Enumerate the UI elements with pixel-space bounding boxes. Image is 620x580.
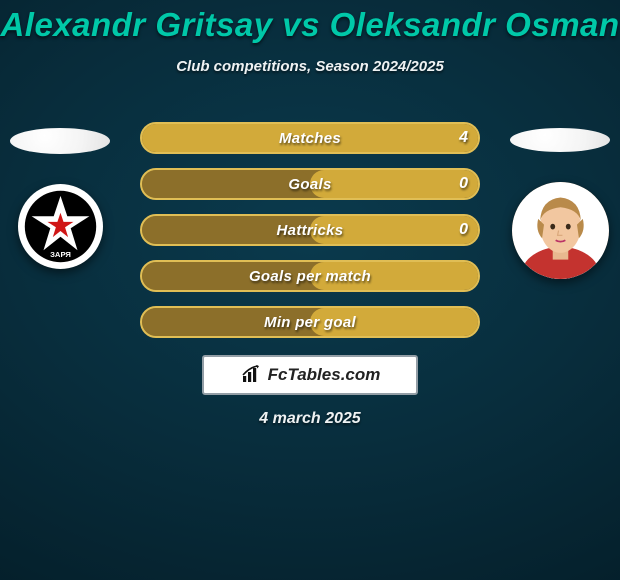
fctables-label: FcTables.com [268, 365, 381, 385]
stat-value-right: 4 [459, 122, 468, 154]
stat-label: Min per goal [140, 306, 480, 338]
stat-row: Hattricks0 [140, 214, 480, 246]
stat-row: Min per goal [140, 306, 480, 338]
bar-chart-icon [240, 363, 264, 387]
player-left: ЗАРЯ [10, 128, 110, 269]
svg-text:ЗАРЯ: ЗАРЯ [50, 250, 71, 259]
subtitle: Club competitions, Season 2024/2025 [0, 58, 620, 75]
stat-value-right: 0 [459, 168, 468, 200]
player-right [510, 128, 610, 279]
avatar-right [512, 182, 609, 279]
fctables-badge: FcTables.com [202, 355, 418, 395]
page-title: Alexandr Gritsay vs Oleksandr Osman [0, 0, 620, 44]
stats-bars: Matches4Goals0Hattricks0Goals per matchM… [140, 122, 480, 338]
club-logo-placeholder-right [510, 128, 610, 152]
date-label: 4 march 2025 [0, 410, 620, 428]
avatar-placeholder-left [10, 128, 110, 154]
stat-row: Matches4 [140, 122, 480, 154]
stat-row: Goals0 [140, 168, 480, 200]
stat-row: Goals per match [140, 260, 480, 292]
stat-label: Hattricks [140, 214, 480, 246]
stat-label: Matches [140, 122, 480, 154]
stat-value-right: 0 [459, 214, 468, 246]
club-logo-left: ЗАРЯ [18, 184, 103, 269]
stat-label: Goals per match [140, 260, 480, 292]
stat-label: Goals [140, 168, 480, 200]
